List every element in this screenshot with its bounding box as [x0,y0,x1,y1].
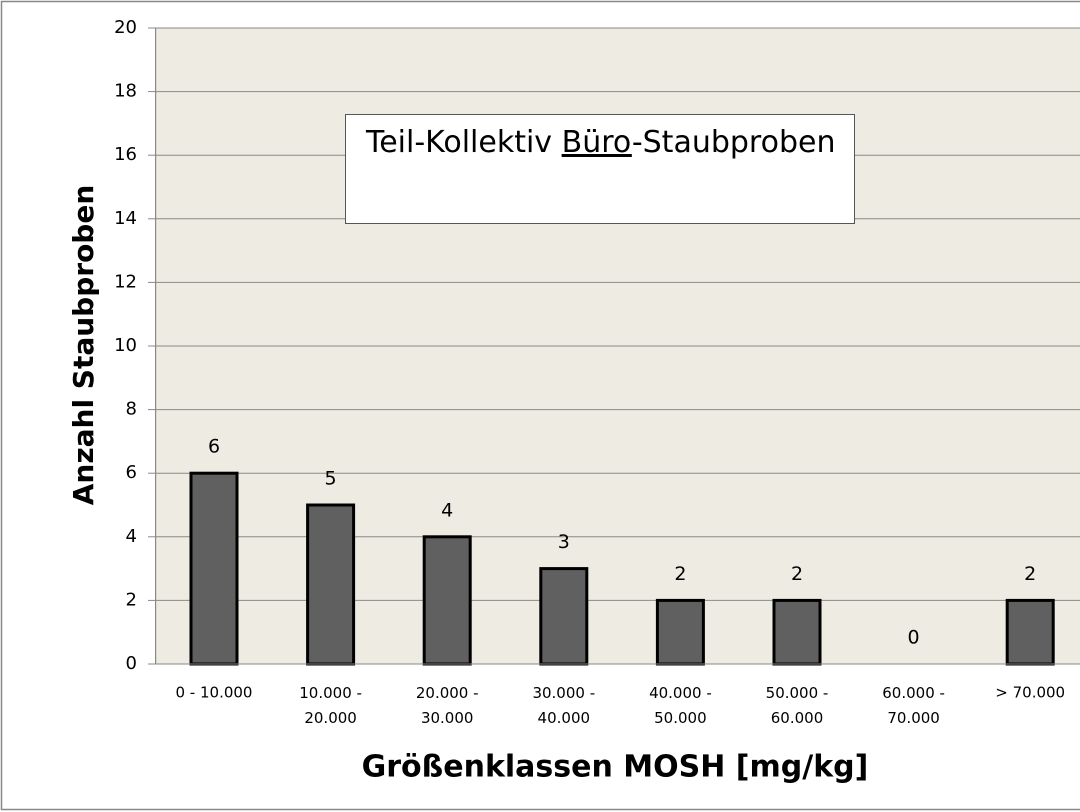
bar [1005,598,1055,666]
bar [772,598,822,666]
value-label: 0 [908,627,920,649]
bar [306,503,356,666]
value-label: 4 [441,499,453,521]
y-tick-label: 8 [126,399,137,420]
annotation-text: Teil-Kollektiv [366,125,553,160]
annotation-text: -Staubproben [631,125,836,160]
bar [422,535,472,666]
y-tick-label: 6 [126,462,137,483]
value-label: 6 [208,436,220,458]
y-tick-label: 2 [126,589,137,610]
annotation: Teil-Kollektiv Büro-Staubproben [345,114,855,224]
x-axis-label: Größenklassen MOSH [mg/kg] [362,750,869,785]
x-tick-label: 30.000 -40.000 [532,684,595,727]
y-tick-label: 16 [114,144,137,165]
y-tick-label: 4 [126,526,137,547]
value-label: 3 [558,531,570,553]
y-tick-label: 14 [114,208,137,229]
x-tick-label: 20.000 -30.000 [416,684,479,727]
value-label: 2 [1024,563,1036,585]
value-label: 2 [674,563,686,585]
x-tick-label: 0 - 10.000 [176,684,253,702]
y-tick-label: 12 [114,271,137,292]
y-tick-label: 18 [114,81,137,102]
bar [655,598,705,666]
x-tick-label: 10.000 -20.000 [299,684,362,727]
bar [189,471,239,666]
x-tick-label: 40.000 -50.000 [649,684,712,727]
x-tick-label: > 70.000 [995,684,1065,702]
bar [539,567,589,666]
x-tick-label: 60.000 -70.000 [882,684,945,727]
y-axis-label: Anzahl Staubproben [67,185,100,506]
y-tick-label: 20 [114,17,137,38]
y-tick-label: 0 [126,653,137,674]
value-label: 2 [791,563,803,585]
y-tick-label: 10 [114,335,137,356]
value-label: 5 [325,468,337,490]
x-tick-label: 50.000 -60.000 [766,684,829,727]
annotation-text: Büro [561,125,632,160]
